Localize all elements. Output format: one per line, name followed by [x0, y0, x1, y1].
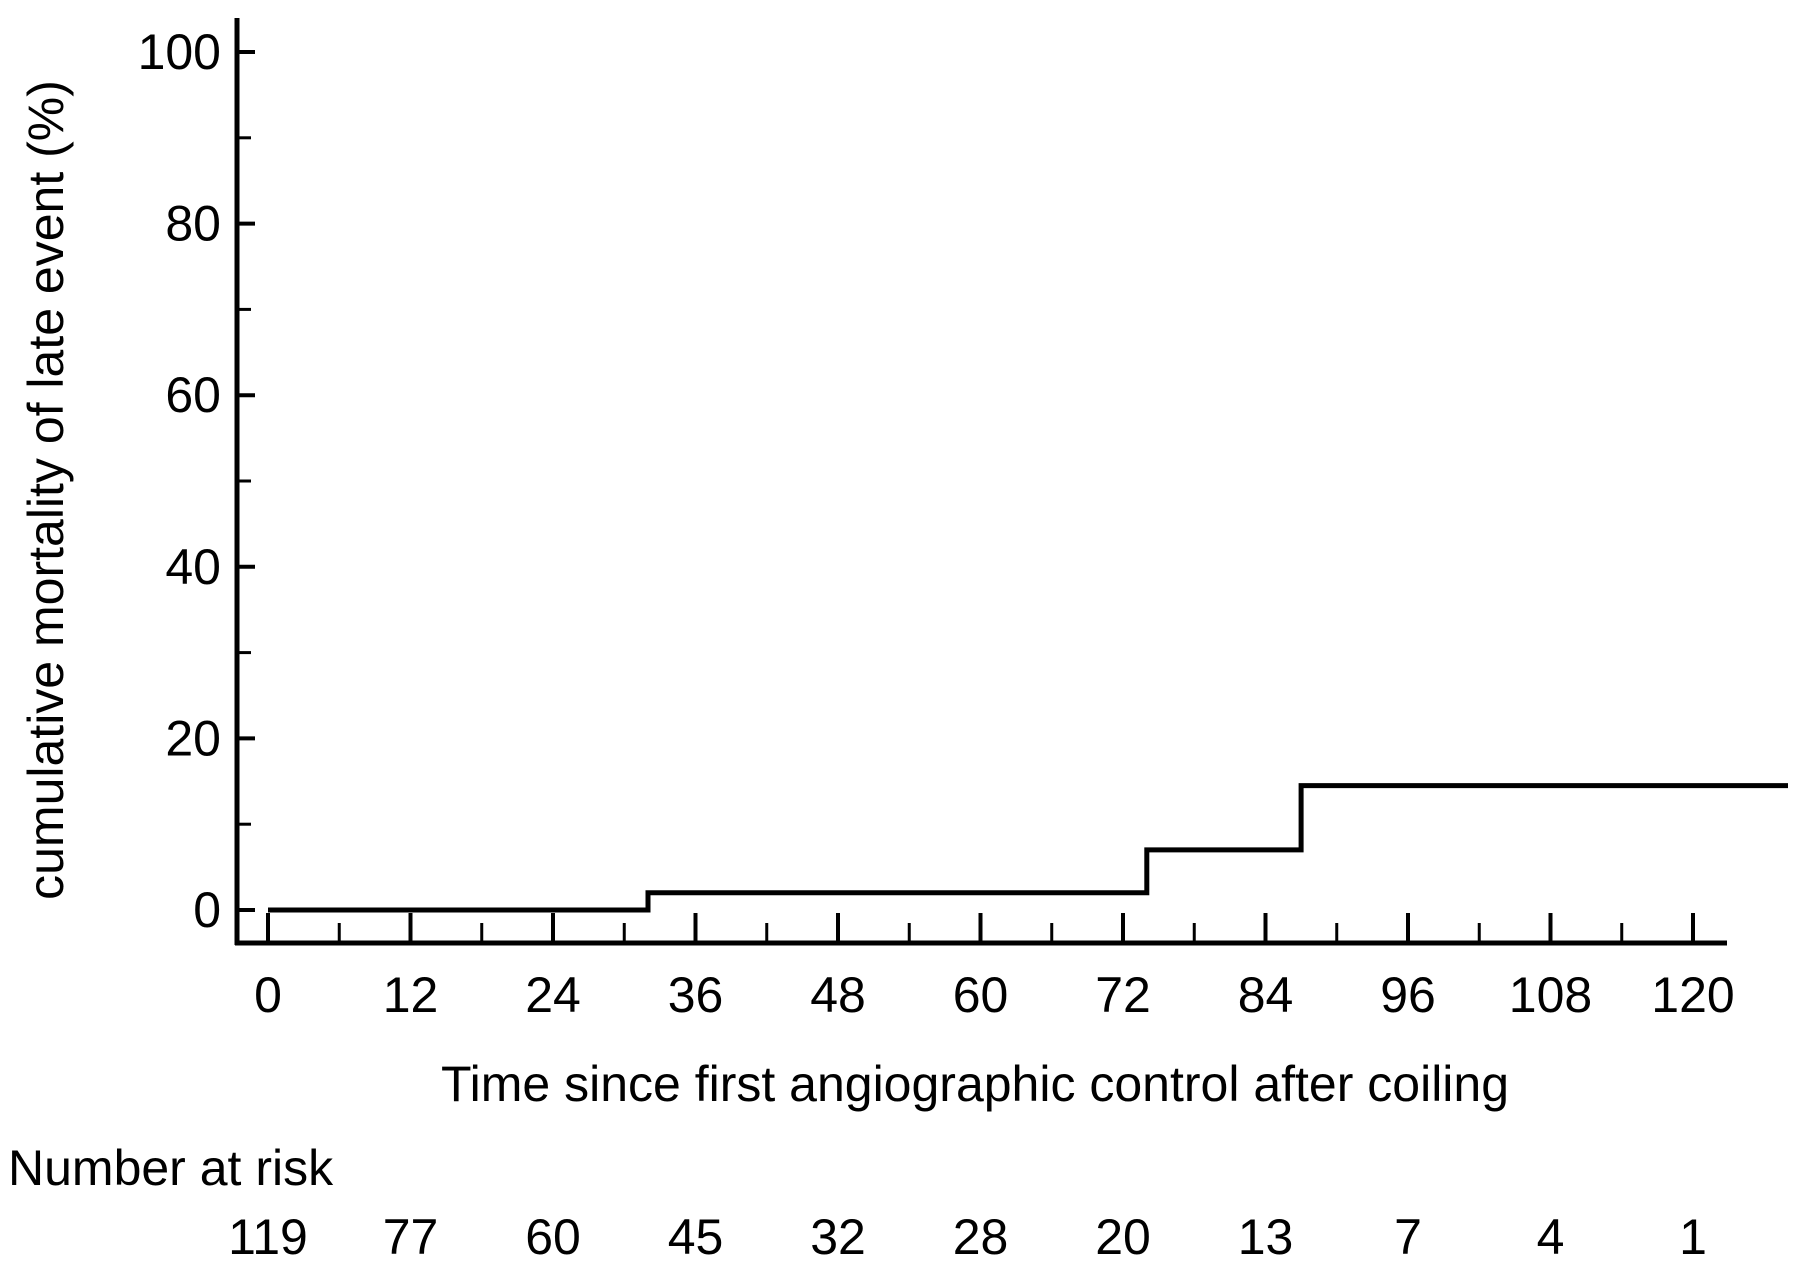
x-minor-ticks — [337, 923, 1624, 943]
risk-value-108: 4 — [1537, 1209, 1565, 1265]
series-group — [268, 783, 1788, 913]
x-tick-label-108: 108 — [1509, 967, 1592, 1023]
risk-value-72: 20 — [1095, 1209, 1151, 1265]
x-tick-label-24: 24 — [525, 967, 581, 1023]
y-tick-label-40: 40 — [165, 539, 221, 595]
series-line-0 — [268, 783, 1788, 913]
x-tick-label-12: 12 — [383, 967, 439, 1023]
risk-value-96: 7 — [1394, 1209, 1422, 1265]
risk-value-24: 60 — [525, 1209, 581, 1265]
x-tick-label-72: 72 — [1095, 967, 1151, 1023]
risk-value-60: 28 — [953, 1209, 1009, 1265]
risk-value-12: 77 — [383, 1209, 439, 1265]
x-ticks: 0 12 24 36 48 60 72 84 96 108 120 — [254, 913, 1735, 1023]
x-axis-title: Time since first angiographic control af… — [441, 1056, 1509, 1112]
x-tick-label-84: 84 — [1238, 967, 1294, 1023]
risk-table-title: Number at risk — [8, 1140, 334, 1196]
y-tick-label-20: 20 — [165, 710, 221, 766]
y-tick-label-80: 80 — [165, 196, 221, 252]
risk-value-120: 1 — [1679, 1209, 1707, 1265]
x-tick-label-120: 120 — [1651, 967, 1734, 1023]
x-tick-label-60: 60 — [953, 967, 1009, 1023]
y-tick-label-60: 60 — [165, 367, 221, 423]
y-axis-title: cumulative mortality of late event (%) — [18, 80, 74, 900]
y-tick-label-0: 0 — [193, 882, 221, 938]
risk-value-36: 45 — [668, 1209, 724, 1265]
risk-value-0: 119 — [228, 1209, 308, 1265]
risk-value-48: 32 — [810, 1209, 866, 1265]
x-tick-label-36: 36 — [668, 967, 724, 1023]
y-ticks: 0 20 40 60 80 100 — [138, 24, 255, 938]
risk-table-values: 119 77 60 45 32 28 20 13 7 4 1 — [228, 1209, 1707, 1265]
x-tick-label-0: 0 — [254, 967, 282, 1023]
x-tick-label-48: 48 — [810, 967, 866, 1023]
risk-value-84: 13 — [1238, 1209, 1294, 1265]
y-tick-label-100: 100 — [138, 24, 221, 80]
x-tick-label-96: 96 — [1380, 967, 1436, 1023]
